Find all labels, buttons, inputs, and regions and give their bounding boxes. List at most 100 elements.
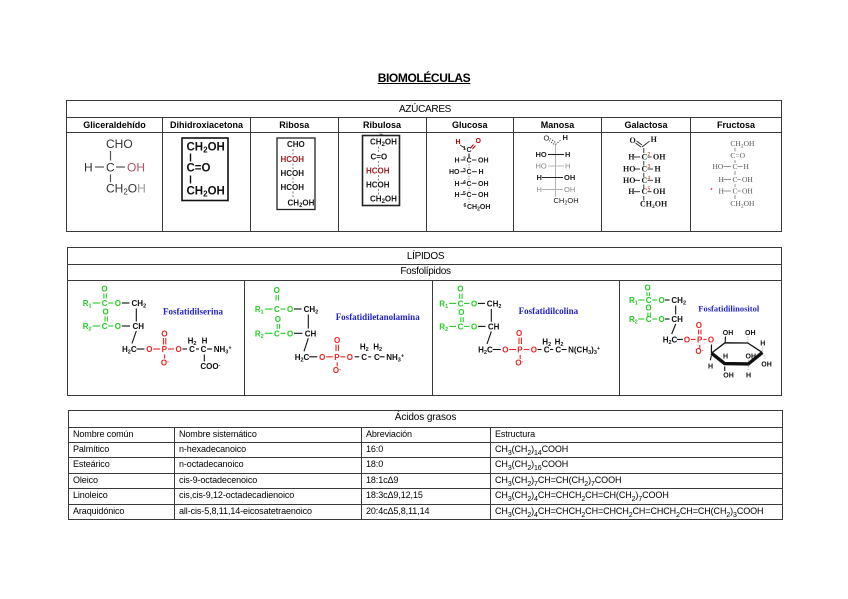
svg-text:O: O [334, 336, 340, 345]
svg-text:C: C [645, 296, 651, 305]
svg-text:OH: OH [653, 153, 666, 162]
svg-text:C: C [733, 175, 738, 184]
svg-text:C: C [102, 322, 108, 331]
svg-text:CH: CH [133, 322, 145, 331]
svg-text:OH: OH [564, 173, 575, 182]
svg-text:H: H [454, 192, 459, 199]
svg-text:O: O [161, 329, 167, 338]
svg-text:P: P [162, 345, 168, 354]
svg-text:CH2OH: CH2OH [370, 138, 397, 149]
svg-text:C: C [642, 176, 648, 185]
svg-text:H: H [746, 373, 751, 380]
svg-text:O: O [658, 315, 664, 324]
svg-text:HCOH: HCOH [366, 167, 390, 176]
svg-text:OH: OH [653, 187, 666, 196]
svg-text:3: 3 [648, 164, 651, 170]
svg-text:NH3+: NH3+ [214, 345, 232, 356]
svg-text:C: C [642, 153, 648, 162]
svg-text:H: H [723, 354, 728, 361]
svg-text:C: C [274, 305, 280, 314]
svg-text:O-: O- [695, 347, 703, 356]
svg-text:O: O [458, 308, 464, 317]
svg-text:O-: O- [333, 366, 341, 375]
svg-text:O: O [274, 286, 280, 295]
svg-text:H: H [565, 150, 570, 159]
svg-text:O: O [176, 345, 182, 354]
svg-text:H: H [655, 165, 662, 174]
svg-text:O: O [347, 353, 353, 362]
svg-text:CH2: CH2 [304, 305, 319, 316]
svg-text:HCOH: HCOH [281, 183, 305, 192]
svg-text:C: C [642, 187, 648, 196]
svg-text:P: P [334, 353, 340, 362]
svg-text:R2: R2 [439, 322, 448, 333]
svg-text:HCOH: HCOH [366, 181, 390, 190]
svg-text:C: C [733, 162, 738, 171]
svg-text:2: 2 [648, 152, 651, 158]
svg-text:OH: OH [722, 330, 733, 337]
svg-text:O: O [115, 299, 121, 308]
svg-text:CHO: CHO [287, 140, 305, 149]
svg-text:O: O [516, 329, 522, 338]
svg-text:P: P [697, 335, 703, 344]
svg-text:O: O [645, 304, 651, 313]
svg-text:C: C [544, 346, 550, 355]
svg-text:C: C [466, 169, 471, 176]
svg-text:H: H [719, 187, 725, 196]
svg-text:R1: R1 [439, 299, 448, 310]
svg-text:OH: OH [478, 192, 489, 199]
svg-text:C: C [374, 353, 380, 362]
svg-text:H2C: H2C [478, 346, 493, 357]
svg-text:C: C [361, 353, 367, 362]
svg-text:H: H [454, 181, 459, 188]
svg-text:H: H [563, 133, 568, 142]
svg-text:O: O [502, 346, 508, 355]
svg-text:H: H [708, 364, 713, 371]
svg-text:OH: OH [745, 330, 756, 337]
svg-text:C: C [466, 181, 471, 188]
svg-text:H: H [565, 162, 570, 171]
svg-text:4: 4 [648, 176, 651, 182]
svg-text:5: 5 [648, 187, 651, 193]
svg-text:CH2: CH2 [487, 299, 502, 310]
svg-text:H: H [628, 153, 635, 162]
svg-text:C: C [645, 315, 651, 324]
svg-text:H2C: H2C [662, 335, 677, 346]
svg-text:H: H [537, 173, 542, 182]
svg-text:P: P [517, 346, 523, 355]
svg-text:H2: H2 [542, 337, 551, 348]
svg-text:O-: O- [515, 359, 523, 368]
svg-text:C: C [458, 322, 464, 331]
svg-text:O: O [471, 322, 477, 331]
svg-text:H: H [744, 162, 750, 171]
svg-text:R2: R2 [255, 329, 264, 340]
svg-text:O: O [531, 346, 537, 355]
svg-text:O-: O- [161, 359, 169, 368]
svg-text:O: O [471, 299, 477, 308]
svg-text:H: H [760, 341, 765, 348]
svg-text:C: C [466, 192, 471, 199]
svg-text:R2: R2 [629, 315, 638, 326]
svg-text:OH: OH [723, 373, 734, 380]
svg-text:O: O [683, 335, 689, 344]
svg-text:OH: OH [127, 161, 145, 175]
svg-text:R1: R1 [629, 296, 638, 307]
svg-text:C: C [555, 346, 561, 355]
svg-text:HCOH: HCOH [281, 155, 305, 164]
svg-text:O: O [695, 321, 701, 330]
svg-text:OH: OH [745, 354, 756, 361]
svg-text:CH2: CH2 [132, 299, 147, 310]
svg-text:H2: H2 [188, 337, 197, 348]
svg-text:C: C [201, 345, 207, 354]
svg-text:Fosfatidilserina: Fosfatidilserina [163, 307, 223, 317]
svg-text:HCOH: HCOH [281, 169, 305, 178]
svg-text:H: H [651, 135, 658, 144]
svg-text:O: O [319, 353, 325, 362]
svg-text:O: O [658, 296, 664, 305]
svg-text:O: O [101, 285, 107, 294]
svg-text:H: H [455, 139, 460, 146]
svg-text:R1: R1 [83, 299, 92, 310]
svg-text:5: 5 [463, 191, 466, 197]
svg-text:C: C [466, 158, 471, 165]
svg-text:C: C [466, 147, 471, 154]
